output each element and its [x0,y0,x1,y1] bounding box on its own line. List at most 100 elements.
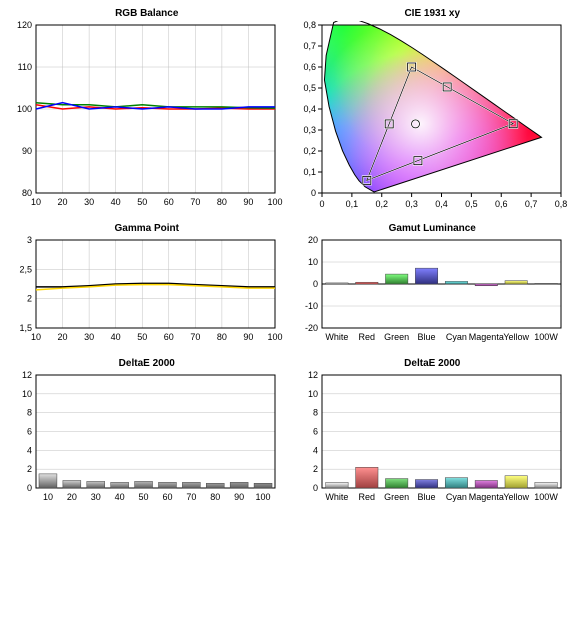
svg-text:12: 12 [307,371,317,380]
cie-panel: CIE 1931 xy 00,10,20,30,40,50,60,70,800,… [294,8,572,211]
svg-text:2,5: 2,5 [19,264,32,274]
svg-text:10: 10 [31,332,41,342]
svg-text:12: 12 [22,371,32,380]
svg-text:0,6: 0,6 [303,62,316,72]
svg-text:20: 20 [307,236,317,245]
svg-text:90: 90 [234,492,244,502]
svg-text:10: 10 [307,257,317,267]
svg-text:100: 100 [267,332,282,342]
svg-text:10: 10 [22,389,32,399]
svg-text:0,4: 0,4 [303,104,316,114]
svg-text:0,3: 0,3 [303,125,316,135]
svg-text:50: 50 [139,492,149,502]
svg-text:0,7: 0,7 [524,199,537,209]
svg-text:0,3: 0,3 [405,199,418,209]
svg-text:50: 50 [137,197,147,207]
svg-text:60: 60 [162,492,172,502]
svg-text:4: 4 [27,445,32,455]
svg-text:110: 110 [18,62,32,72]
cie-chart: 00,10,20,30,40,50,60,70,800,10,20,30,40,… [294,21,569,211]
svg-text:0,1: 0,1 [345,199,358,209]
svg-text:80: 80 [22,188,32,198]
svg-text:30: 30 [84,197,94,207]
rgb-balance-title: RGB Balance [8,8,286,19]
svg-text:Yellow: Yellow [503,332,529,342]
gamut-lum-title: Gamut Luminance [294,223,572,234]
deltae-right-title: DeltaE 2000 [294,358,572,369]
svg-text:10: 10 [307,389,317,399]
svg-text:2: 2 [27,294,32,304]
svg-text:0,2: 0,2 [303,146,316,156]
svg-text:Red: Red [358,492,375,502]
svg-text:80: 80 [217,332,227,342]
gamma-chart: 10 20 30 40 50 60 70 80 90 100 1,5 2 2,5 3 [8,236,283,346]
svg-text:40: 40 [111,332,121,342]
svg-text:Cyan: Cyan [445,332,466,342]
svg-text:20: 20 [58,332,68,342]
svg-text:80: 80 [210,492,220,502]
svg-text:Blue: Blue [417,332,435,342]
svg-text:0: 0 [27,483,32,493]
svg-text:0,7: 0,7 [303,41,316,51]
svg-text:-10: -10 [304,301,317,311]
svg-text:0,4: 0,4 [435,199,448,209]
svg-text:70: 70 [190,197,200,207]
svg-text:30: 30 [84,332,94,342]
svg-text:6: 6 [312,427,317,437]
svg-text:0,6: 0,6 [494,199,507,209]
svg-text:Green: Green [384,332,409,342]
svg-text:60: 60 [164,332,174,342]
svg-text:80: 80 [217,197,227,207]
gamma-title: Gamma Point [8,223,286,234]
svg-text:120: 120 [17,21,32,30]
svg-text:Red: Red [358,332,375,342]
svg-text:20: 20 [58,197,68,207]
svg-text:White: White [325,332,348,342]
svg-text:8: 8 [312,408,317,418]
svg-text:3: 3 [27,236,32,245]
svg-text:Yellow: Yellow [503,492,529,502]
svg-text:1,5: 1,5 [19,323,32,333]
svg-text:10: 10 [31,197,41,207]
svg-text:40: 40 [111,197,121,207]
deltae-right-chart: 024681012WhiteRedGreenBlueCyanMagentaYel… [294,371,569,506]
svg-text:100W: 100W [534,492,558,502]
svg-text:Cyan: Cyan [445,492,466,502]
deltae-left-chart: 024681012102030405060708090100 [8,371,283,506]
svg-text:100: 100 [17,104,32,114]
svg-text:90: 90 [243,332,253,342]
svg-text:100: 100 [267,197,282,207]
svg-text:60: 60 [164,197,174,207]
chart-grid: RGB Balance 1020304050607080901008090100… [8,8,571,506]
gamut-lum-panel: Gamut Luminance -20 -10 0 10 20 White Red Green… [294,223,572,346]
svg-text:70: 70 [186,492,196,502]
svg-text:40: 40 [115,492,125,502]
svg-text:2: 2 [312,464,317,474]
rgb-balance-panel: RGB Balance 10 20 30 40 50 60 70 80 90 100 80 90 100… [8,8,286,211]
svg-text:0,2: 0,2 [375,199,388,209]
svg-text:Green: Green [384,492,409,502]
svg-text:Blue: Blue [417,492,435,502]
deltae-left-panel: DeltaE 2000 0246810121020304050607080901… [8,358,286,506]
gamut-lum-chart: -20-1001020WhiteRedGreenBlueCyanMagentaY… [294,236,569,346]
svg-text:70: 70 [190,332,200,342]
rgb-balance-chart: 10 20 30 40 50 60 70 80 90 100 80 90 100 110 120 [8,21,283,211]
svg-text:0: 0 [312,483,317,493]
svg-text:10: 10 [43,492,53,502]
svg-text:90: 90 [22,146,32,156]
svg-text:0,1: 0,1 [303,167,316,177]
svg-text:100W: 100W [534,332,558,342]
gamma-panel: Gamma Point 10 20 30 40 50 60 70 80 90 100 1,5 2 2,5… [8,223,286,346]
svg-text:30: 30 [91,492,101,502]
svg-text:6: 6 [27,427,32,437]
deltae-right-panel: DeltaE 2000 024681012WhiteRedGreenBlueCy… [294,358,572,506]
svg-text:-20: -20 [304,323,317,333]
svg-text:White: White [325,492,348,502]
svg-text:90: 90 [243,197,253,207]
svg-text:Magenta: Magenta [468,492,503,502]
svg-text:0: 0 [312,279,317,289]
svg-text:50: 50 [137,332,147,342]
svg-text:20: 20 [67,492,77,502]
svg-text:100: 100 [256,492,271,502]
svg-text:0,8: 0,8 [554,199,567,209]
